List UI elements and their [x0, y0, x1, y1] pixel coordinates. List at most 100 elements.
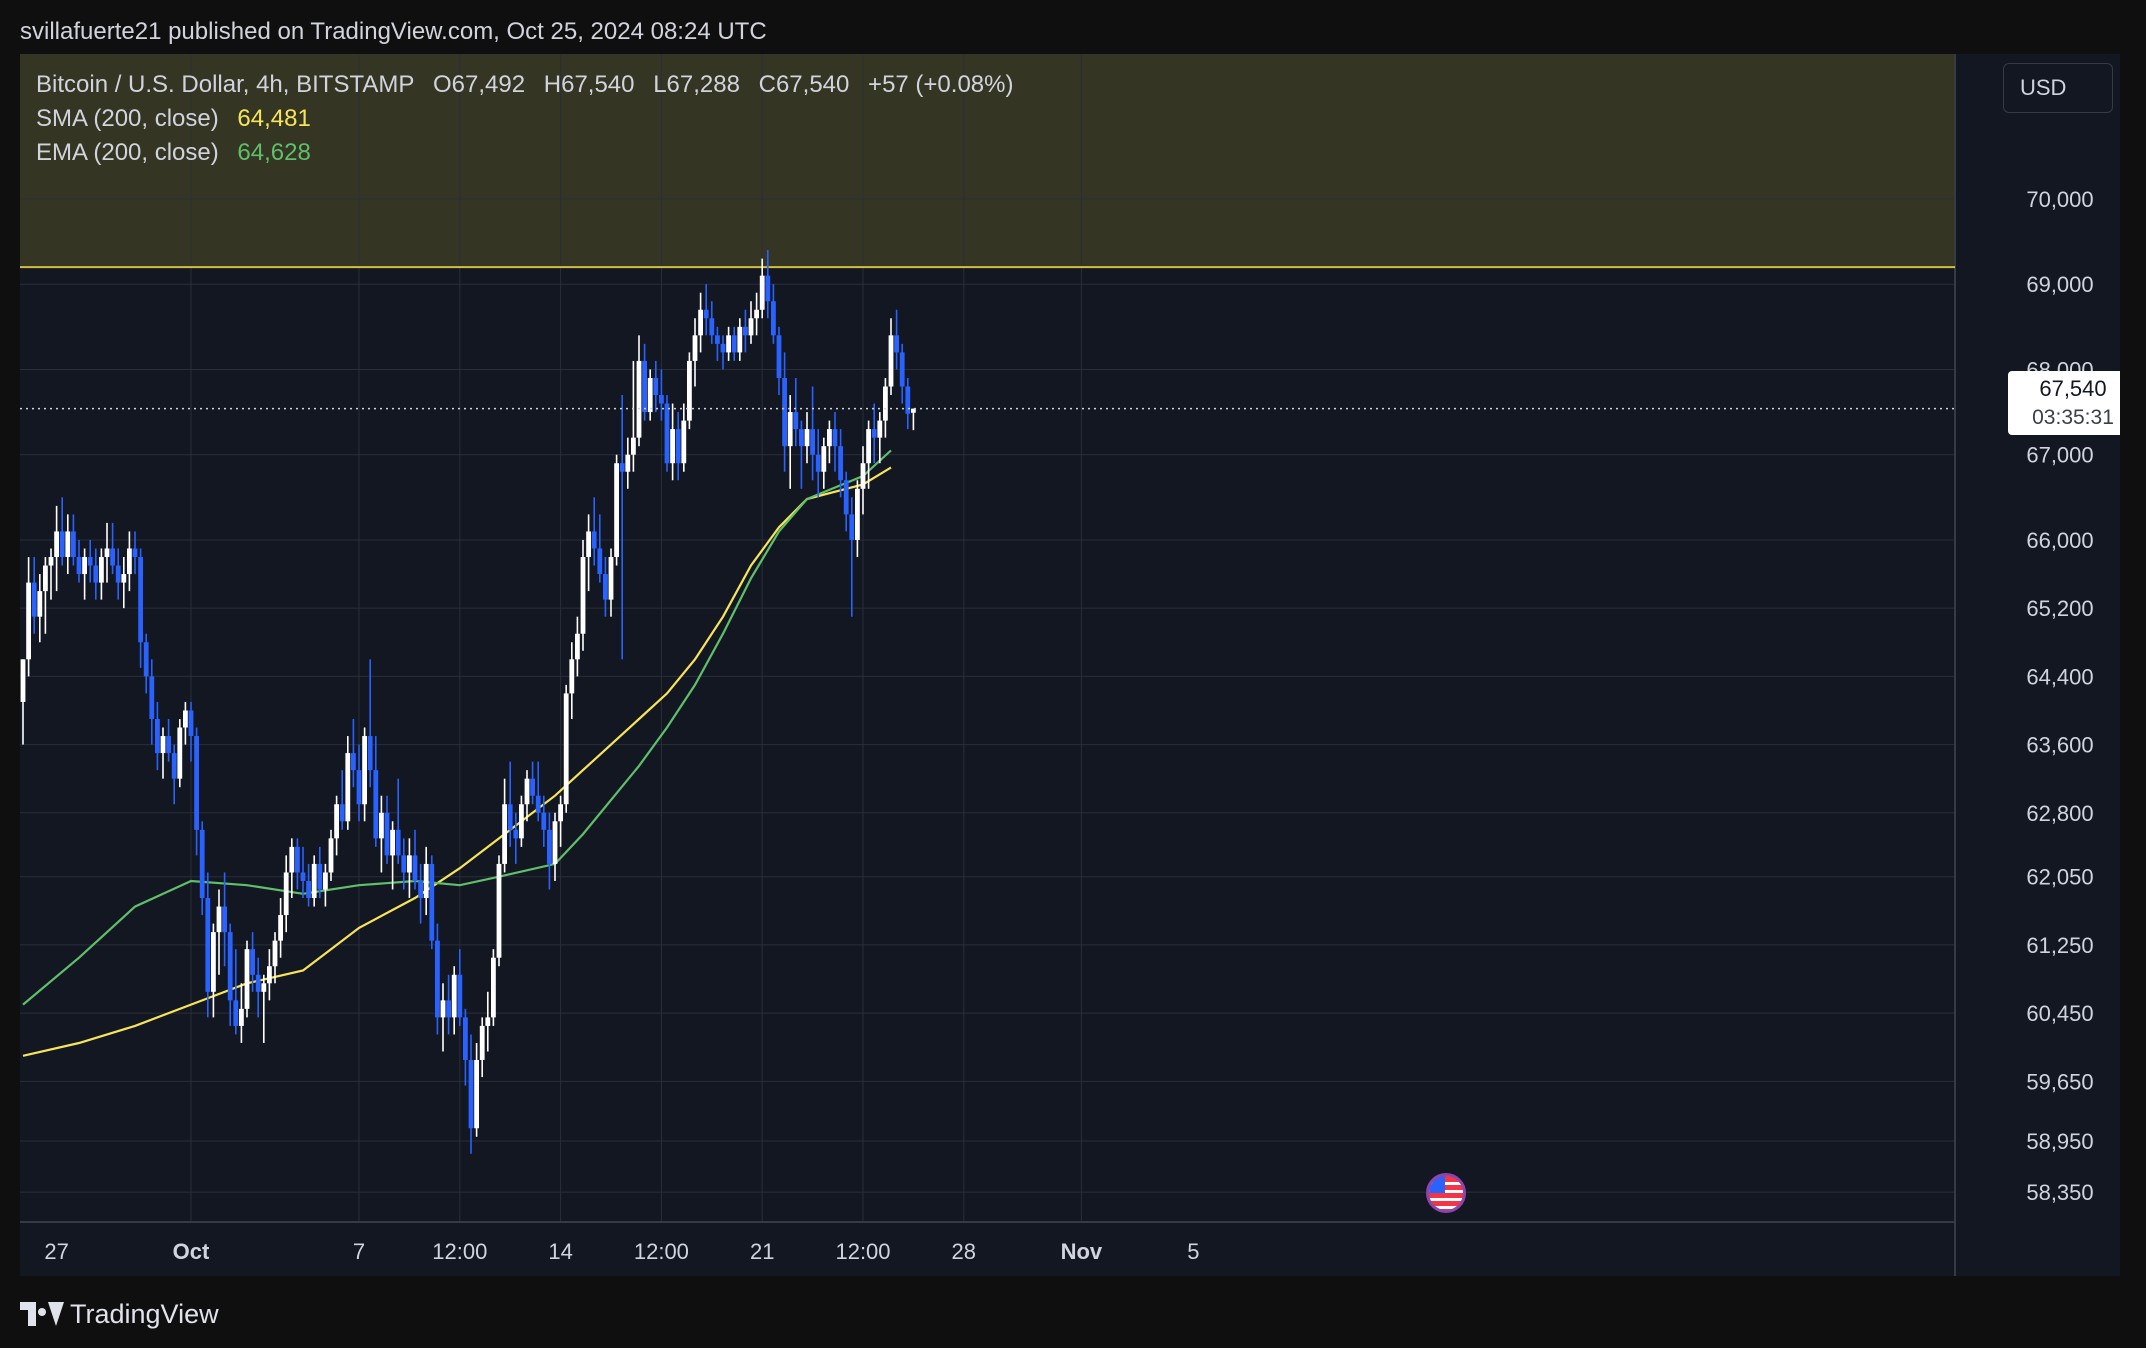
candle-body[interactable] [815, 454, 821, 472]
candle-body[interactable] [373, 770, 379, 839]
candle-body[interactable] [720, 343, 726, 353]
candle-body[interactable] [530, 778, 535, 796]
candle-body[interactable] [71, 531, 76, 558]
candle-body[interactable] [244, 949, 250, 1009]
candle-body[interactable] [871, 429, 877, 438]
candle-body[interactable] [267, 966, 272, 984]
candle-body[interactable] [222, 906, 227, 933]
candle-body[interactable] [765, 275, 771, 302]
candle-body[interactable] [272, 940, 278, 967]
candle-body[interactable] [563, 693, 569, 805]
candle-body[interactable] [356, 770, 362, 805]
candle-body[interactable] [323, 872, 328, 890]
candle-body[interactable] [575, 633, 580, 660]
candle-body[interactable] [485, 1017, 491, 1026]
candle-body[interactable] [855, 488, 860, 540]
candle-body[interactable] [412, 855, 418, 881]
candle-body[interactable] [446, 1000, 451, 1018]
candle-body[interactable] [177, 727, 183, 779]
candle-body[interactable] [731, 335, 737, 353]
candle-body[interactable] [776, 335, 782, 378]
candle-body[interactable] [507, 804, 513, 830]
candle-body[interactable] [199, 829, 205, 899]
candle-body[interactable] [491, 957, 496, 1018]
us-flag-event-icon[interactable] [1426, 1173, 1466, 1213]
candle-body[interactable] [250, 949, 255, 975]
candle-body[interactable] [496, 863, 502, 958]
candle-body[interactable] [160, 736, 166, 754]
candle-body[interactable] [552, 821, 558, 864]
candle-body[interactable] [261, 983, 267, 992]
candle-body[interactable] [631, 437, 636, 455]
candle-body[interactable] [283, 872, 289, 916]
candle-body[interactable] [166, 736, 171, 754]
candle-body[interactable] [334, 804, 339, 839]
candle-body[interactable] [586, 531, 591, 558]
candle-body[interactable] [31, 582, 37, 617]
candle-body[interactable] [115, 565, 121, 583]
candle-body[interactable] [849, 514, 855, 540]
candle-body[interactable] [799, 429, 804, 447]
candle-body[interactable] [899, 352, 905, 387]
candle-body[interactable] [905, 386, 911, 414]
candle-body[interactable] [558, 804, 563, 822]
candle-body[interactable] [653, 377, 659, 396]
candle-body[interactable] [311, 863, 317, 899]
candle-body[interactable] [608, 557, 614, 600]
candle-body[interactable] [395, 829, 401, 856]
candle-body[interactable] [883, 386, 888, 421]
candle-body[interactable] [569, 659, 575, 694]
candle-body[interactable] [647, 377, 653, 413]
candle-body[interactable] [54, 531, 59, 558]
candle-body[interactable] [362, 736, 367, 805]
candle-body[interactable] [580, 557, 586, 634]
candle-body[interactable] [748, 318, 754, 336]
candle-body[interactable] [351, 753, 356, 771]
candle-body[interactable] [306, 880, 311, 899]
candle-body[interactable] [642, 360, 647, 413]
price-chart[interactable]: 70,00069,00068,00067,00066,00065,20064,4… [20, 54, 2120, 1276]
candle-body[interactable] [603, 574, 608, 600]
candle-body[interactable] [87, 557, 93, 566]
candle-body[interactable] [435, 940, 440, 1018]
candle-body[interactable] [149, 676, 155, 719]
candle-body[interactable] [401, 855, 407, 873]
candle-body[interactable] [535, 795, 541, 813]
candle-body[interactable] [188, 710, 194, 737]
candle-body[interactable] [524, 778, 530, 805]
candle-body[interactable] [345, 753, 351, 822]
candle-body[interactable] [93, 565, 99, 583]
candle-body[interactable] [255, 974, 261, 992]
candle-body[interactable] [205, 898, 211, 992]
candle-body[interactable] [838, 446, 843, 481]
candle-body[interactable] [737, 326, 743, 353]
candle-body[interactable] [43, 565, 48, 592]
chart-panel[interactable]: 70,000 69,000 68,000 67,000 66,000 65,200 64,4… [20, 54, 2120, 1276]
candle-body[interactable] [339, 804, 345, 822]
candle-body[interactable] [451, 974, 457, 1018]
candle-body[interactable] [659, 395, 664, 404]
candle-body[interactable] [317, 863, 323, 890]
candle-body[interactable] [110, 548, 115, 566]
candle-body[interactable] [793, 412, 799, 430]
candle-body[interactable] [328, 838, 334, 873]
candle-body[interactable] [132, 548, 138, 558]
candle-body[interactable] [138, 557, 143, 643]
candle-body[interactable] [143, 642, 149, 677]
candle-body[interactable] [692, 335, 698, 361]
candle-body[interactable] [474, 1060, 479, 1129]
currency-button[interactable]: USD [2003, 63, 2113, 113]
candle-body[interactable] [379, 812, 384, 839]
candle-body[interactable] [20, 659, 26, 702]
candle-body[interactable] [709, 318, 715, 336]
candle-body[interactable] [664, 403, 670, 464]
candle-body[interactable] [759, 275, 765, 310]
candle-body[interactable] [289, 846, 295, 873]
candle-body[interactable] [155, 718, 160, 754]
candle-body[interactable] [894, 335, 899, 353]
candle-body[interactable] [390, 829, 395, 856]
candle-body[interactable] [233, 1000, 239, 1026]
candle-body[interactable] [211, 932, 216, 992]
candle-body[interactable] [429, 863, 435, 941]
candle-body[interactable] [726, 335, 731, 353]
